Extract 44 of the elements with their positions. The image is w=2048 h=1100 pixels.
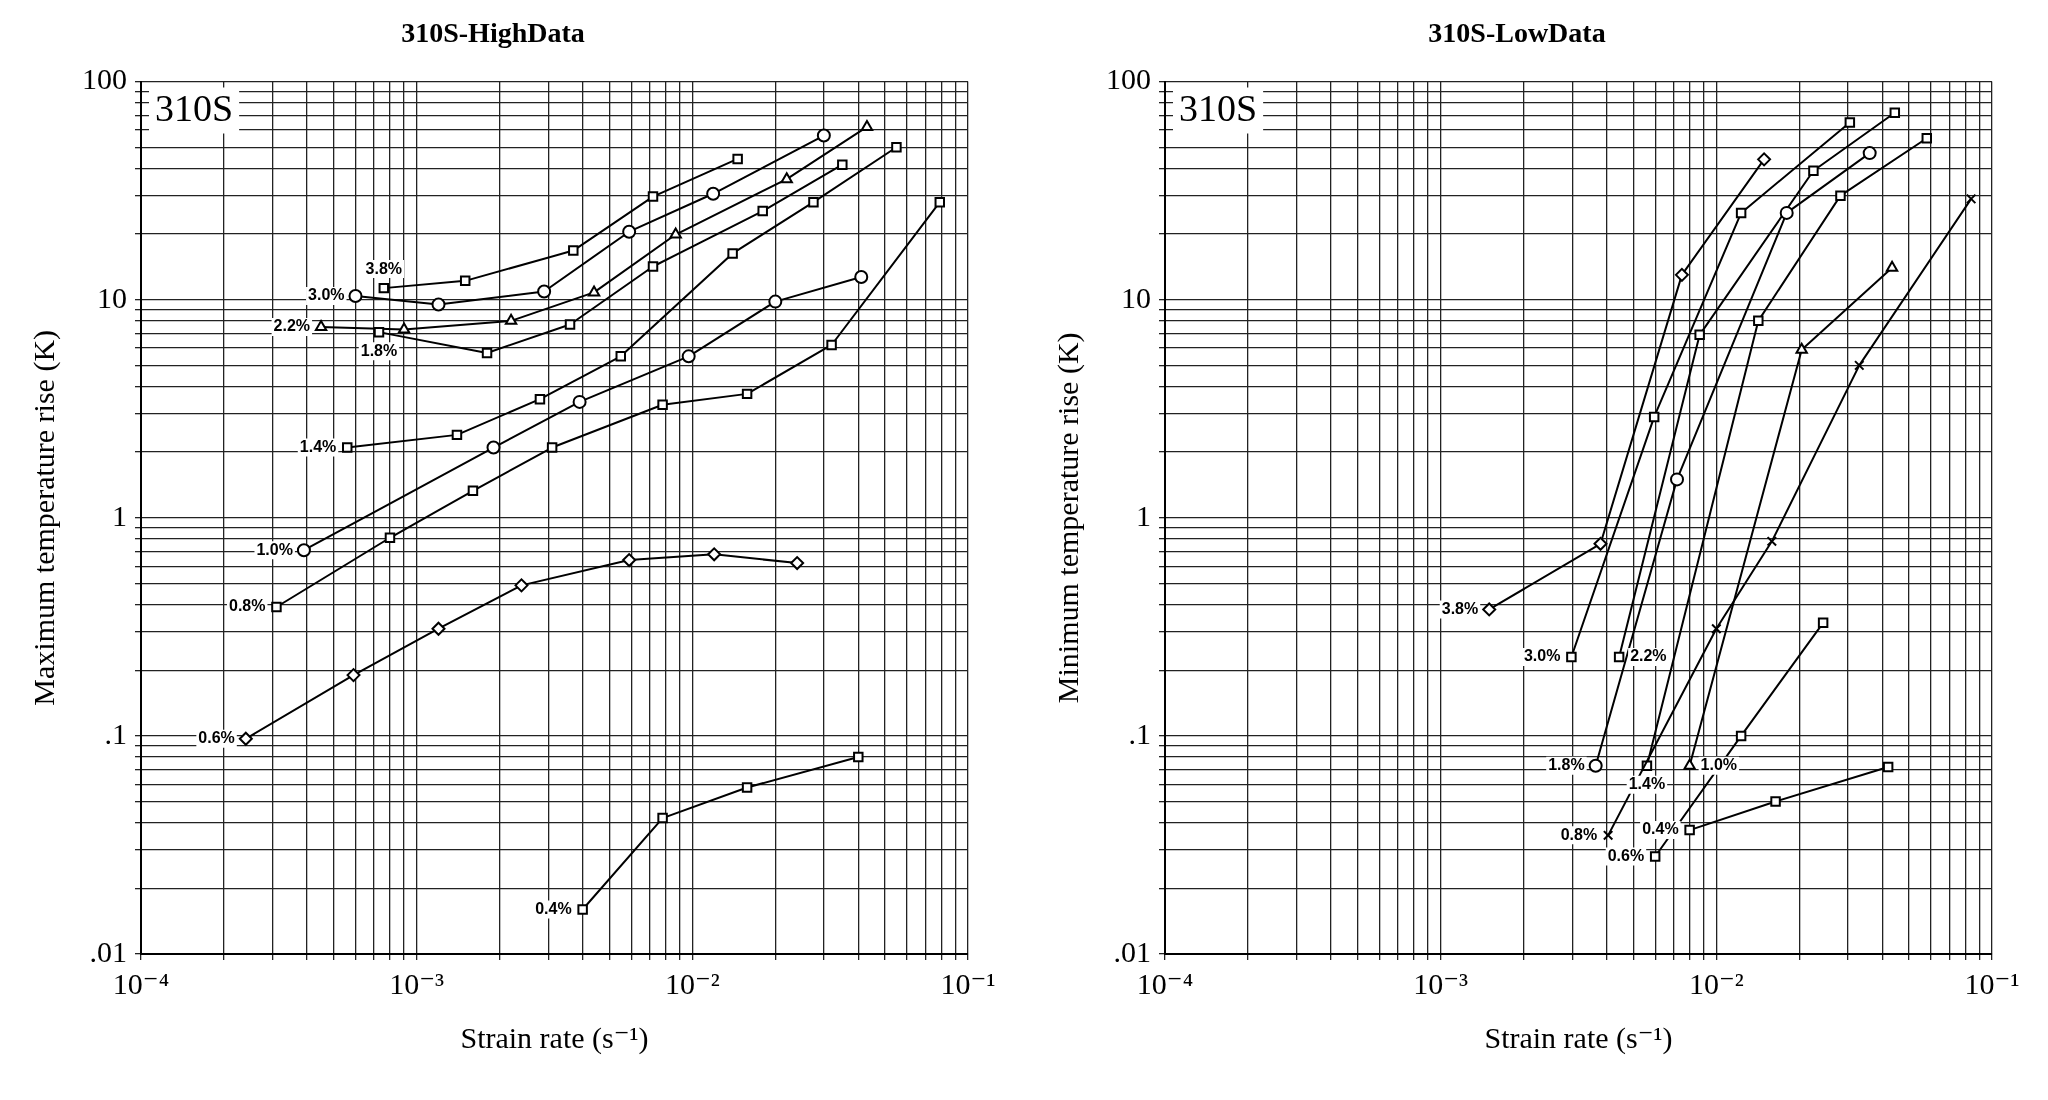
x-tick-label: 10⁻³	[389, 966, 445, 1000]
y-tick-label: .01	[89, 934, 127, 968]
series-label: 1.8%	[360, 341, 398, 359]
x-axis-title: Strain rate (s⁻¹)	[1484, 1020, 1673, 1055]
y-tick-label: 100	[82, 62, 127, 96]
y-tick-label: 1	[112, 498, 127, 532]
x-tick-label: 10⁻¹	[1964, 966, 2020, 1000]
series-label: 0.8%	[228, 597, 266, 615]
x-tick-label: 10⁻²	[664, 966, 720, 1000]
series-label: 0.6%	[198, 729, 235, 747]
y-tick-label: 10	[97, 280, 127, 314]
x-tick-label: 10⁻²	[1688, 966, 1744, 1000]
series-label: 3.8%	[1441, 599, 1479, 617]
x-tick-label: 10⁻¹	[940, 966, 996, 1000]
series-label: 0.4%	[535, 899, 572, 917]
series-label: 3.8%	[365, 259, 403, 277]
chart-title: 310S-LowData	[1428, 17, 1606, 49]
y-tick-label: .01	[1113, 934, 1151, 968]
annotation: 310S	[155, 86, 234, 129]
x-tick-label: 10⁻⁴	[112, 966, 170, 1000]
annotation: 310S	[1179, 86, 1258, 129]
series-label: 2.2%	[1630, 647, 1667, 665]
y-tick-label: .1	[1128, 716, 1151, 750]
series-label: 3.0%	[308, 286, 345, 304]
x-tick-label: 10⁻³	[1413, 966, 1469, 1000]
y-tick-label: 1	[1136, 498, 1151, 532]
y-tick-label: 10	[1121, 280, 1151, 314]
series-label: 2.2%	[273, 317, 311, 335]
series-label: 3.0%	[1523, 647, 1561, 665]
series-label: 1.0%	[256, 540, 293, 558]
y-axis-title: Maximum temperature rise (K)	[26, 329, 61, 706]
y-axis-title: Minimum temperature rise (K)	[1050, 332, 1085, 704]
series-label: 0.6%	[1607, 846, 1645, 864]
x-tick-label: 10⁻⁴	[1136, 966, 1194, 1000]
series-label: 1.8%	[1548, 756, 1585, 774]
y-tick-label: 100	[1106, 62, 1151, 96]
chart-title: 310S-HighData	[401, 17, 585, 49]
series-label: 0.4%	[1642, 820, 1679, 838]
y-tick-label: .1	[104, 716, 127, 750]
series-label: 0.8%	[1560, 825, 1598, 843]
series-label: 1.4%	[1628, 775, 1666, 793]
series-label: 1.4%	[299, 437, 337, 455]
x-axis-title: Strain rate (s⁻¹)	[460, 1020, 649, 1055]
series-label: 1.0%	[1700, 756, 1738, 774]
